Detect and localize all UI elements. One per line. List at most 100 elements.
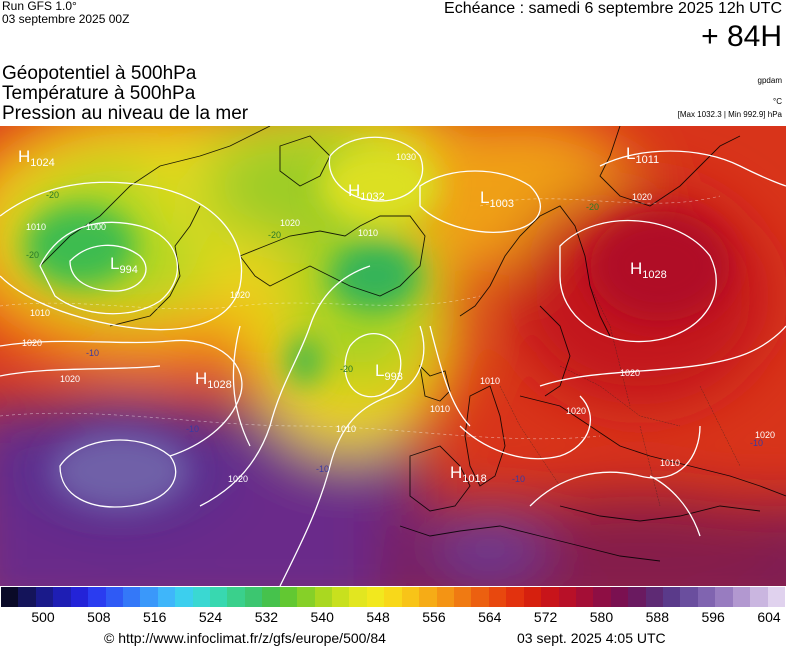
- temperature-labels-layer: -20 -20 -20 -20 -20 -10 -10 -10 -10 -10: [26, 190, 763, 484]
- temperature-label: -10: [186, 424, 199, 434]
- isobar-label: 1010: [480, 376, 500, 386]
- colorbar-swatch: [419, 587, 437, 607]
- colorbar-tick-label: 500: [31, 609, 55, 625]
- isobar-label: 1020: [280, 218, 300, 228]
- isobar-label: 1020: [22, 338, 42, 348]
- colorbar-tick-label: 580: [589, 609, 614, 625]
- isobar-label: 1010: [26, 222, 46, 232]
- colorbar-swatch: [471, 587, 489, 607]
- colorbar-swatch: [192, 587, 211, 607]
- temperature-label: -20: [586, 202, 599, 212]
- colorbar-ticks: 500 508 516 524 532 540 548 556 564 572 580 588 596 6…: [0, 609, 786, 625]
- colorbar-swatch: [210, 587, 228, 607]
- isobar-label: 1020: [566, 406, 586, 416]
- isobar-label: 1010: [30, 308, 50, 318]
- temperature-label: -10: [86, 348, 99, 358]
- pressure-center-high: H1032: [348, 181, 385, 203]
- isobar-label: 1010: [660, 458, 680, 468]
- pressure-center-high: H1018: [450, 463, 487, 485]
- temperature-label: -20: [46, 190, 59, 200]
- unit-pressure-range: [Max 1032.3 | Min 992.9] hPa: [677, 110, 782, 119]
- lead-time: + 84H: [701, 20, 782, 53]
- unit-temperature: °C: [773, 97, 782, 106]
- isobar-label: 1020: [60, 374, 80, 384]
- isobar-labels-layer: 1000 1010 1020 1010 1020 1020 1030 1010 1020 1010…: [22, 152, 775, 484]
- colorbar-swatch: [35, 587, 54, 607]
- colorbar-swatch: [227, 587, 245, 607]
- colorbar-swatch: [628, 587, 646, 607]
- geopotential-field: [0, 126, 786, 586]
- pressure-centers-layer: H1024 L994 H1032 L1003 L1011 H1028 H1028 L993 H1…: [18, 144, 667, 485]
- isobar-label: 1030: [396, 152, 416, 162]
- pressure-center-low: L993: [375, 361, 403, 383]
- isobar-label: 1010: [358, 228, 378, 238]
- colorbar-tick-label: 556: [422, 609, 446, 625]
- colorbar-swatch: [262, 587, 280, 607]
- colorbar-swatch: [523, 587, 542, 607]
- temperature-label: -20: [26, 250, 39, 260]
- pressure-center-high: H1028: [630, 259, 667, 281]
- colorbar-swatch: [697, 587, 716, 607]
- colorbar-swatch: [105, 587, 123, 607]
- colorbar-swatch: [488, 587, 507, 607]
- unit-geopotential: gpdam: [757, 76, 782, 85]
- colorbar-tick-label: 508: [87, 609, 111, 625]
- copyright: © http://www.infoclimat.fr/z/gfs/europe/…: [104, 630, 386, 646]
- colorbar-swatch: [541, 587, 559, 607]
- colorbar-tick-label: 572: [533, 609, 558, 625]
- colorbar-tick-label: 540: [310, 609, 334, 625]
- colorbar: [1, 587, 785, 607]
- colorbar-tick-label: 524: [198, 609, 223, 625]
- colorbar-swatch: [401, 587, 420, 607]
- colorbar-swatch: [767, 587, 785, 607]
- isobar-label: 1020: [230, 290, 250, 300]
- colorbar-swatch: [1, 587, 19, 607]
- colorbar-swatch: [140, 587, 158, 607]
- forecast-valid-time: Echéance : samedi 6 septembre 2025 12h U…: [444, 0, 782, 17]
- colorbar-swatch: [645, 587, 664, 607]
- colorbar-swatch: [715, 587, 733, 607]
- colorbar-tick-label: 588: [645, 609, 669, 625]
- render-timestamp: 03 sept. 2025 4:05 UTC: [517, 630, 666, 646]
- temperature-label: -10: [512, 474, 525, 484]
- colorbar-swatch: [506, 587, 524, 607]
- run-label: Run GFS 1.0°: [2, 0, 77, 13]
- colorbar-swatch: [610, 587, 629, 607]
- temperature-label: -20: [340, 364, 353, 374]
- colorbar-swatch: [70, 587, 89, 607]
- colorbar-swatch: [436, 587, 454, 607]
- colorbar-swatch: [279, 587, 298, 607]
- colorbar-tick-label: 564: [478, 609, 502, 625]
- variable-pressure: Pression au niveau de la mer: [2, 103, 249, 124]
- pressure-center-low: L1011: [626, 144, 659, 166]
- pressure-center-high: H1024: [18, 147, 55, 169]
- isobar-label: 1010: [430, 404, 450, 414]
- temperature-label: -20: [268, 230, 281, 240]
- colorbar-swatch: [18, 587, 36, 607]
- pressure-center-low: L994: [110, 254, 138, 276]
- borders: [499, 285, 741, 507]
- colorbar-swatch: [53, 587, 71, 607]
- isobar-label: 1000: [86, 222, 106, 232]
- temperature-isotherms: [0, 195, 721, 440]
- isobar-label: 1020: [228, 474, 248, 484]
- colorbar-tick-label: 548: [366, 609, 390, 625]
- colorbar-swatch: [680, 587, 698, 607]
- colorbar-tick-label: 596: [701, 609, 725, 625]
- temperature-label: -10: [750, 438, 763, 448]
- colorbar-swatch: [750, 587, 768, 607]
- colorbar-swatch: [663, 587, 681, 607]
- colorbar-swatch: [244, 587, 263, 607]
- variable-temperature: Température à 500hPa: [2, 83, 196, 104]
- isobar-label: 1010: [336, 424, 356, 434]
- colorbar-swatch: [175, 587, 193, 607]
- colorbar-swatch: [297, 587, 315, 607]
- colorbar-swatch: [575, 587, 594, 607]
- variable-geopotential: Géopotentiel à 500hPa: [2, 63, 197, 84]
- colorbar-swatch: [332, 587, 350, 607]
- isobar-label: 1020: [632, 192, 652, 202]
- colorbar-swatch: [122, 587, 141, 607]
- colorbar-swatch: [88, 587, 106, 607]
- colorbar-tick-label: 604: [757, 609, 781, 625]
- colorbar-swatch: [366, 587, 385, 607]
